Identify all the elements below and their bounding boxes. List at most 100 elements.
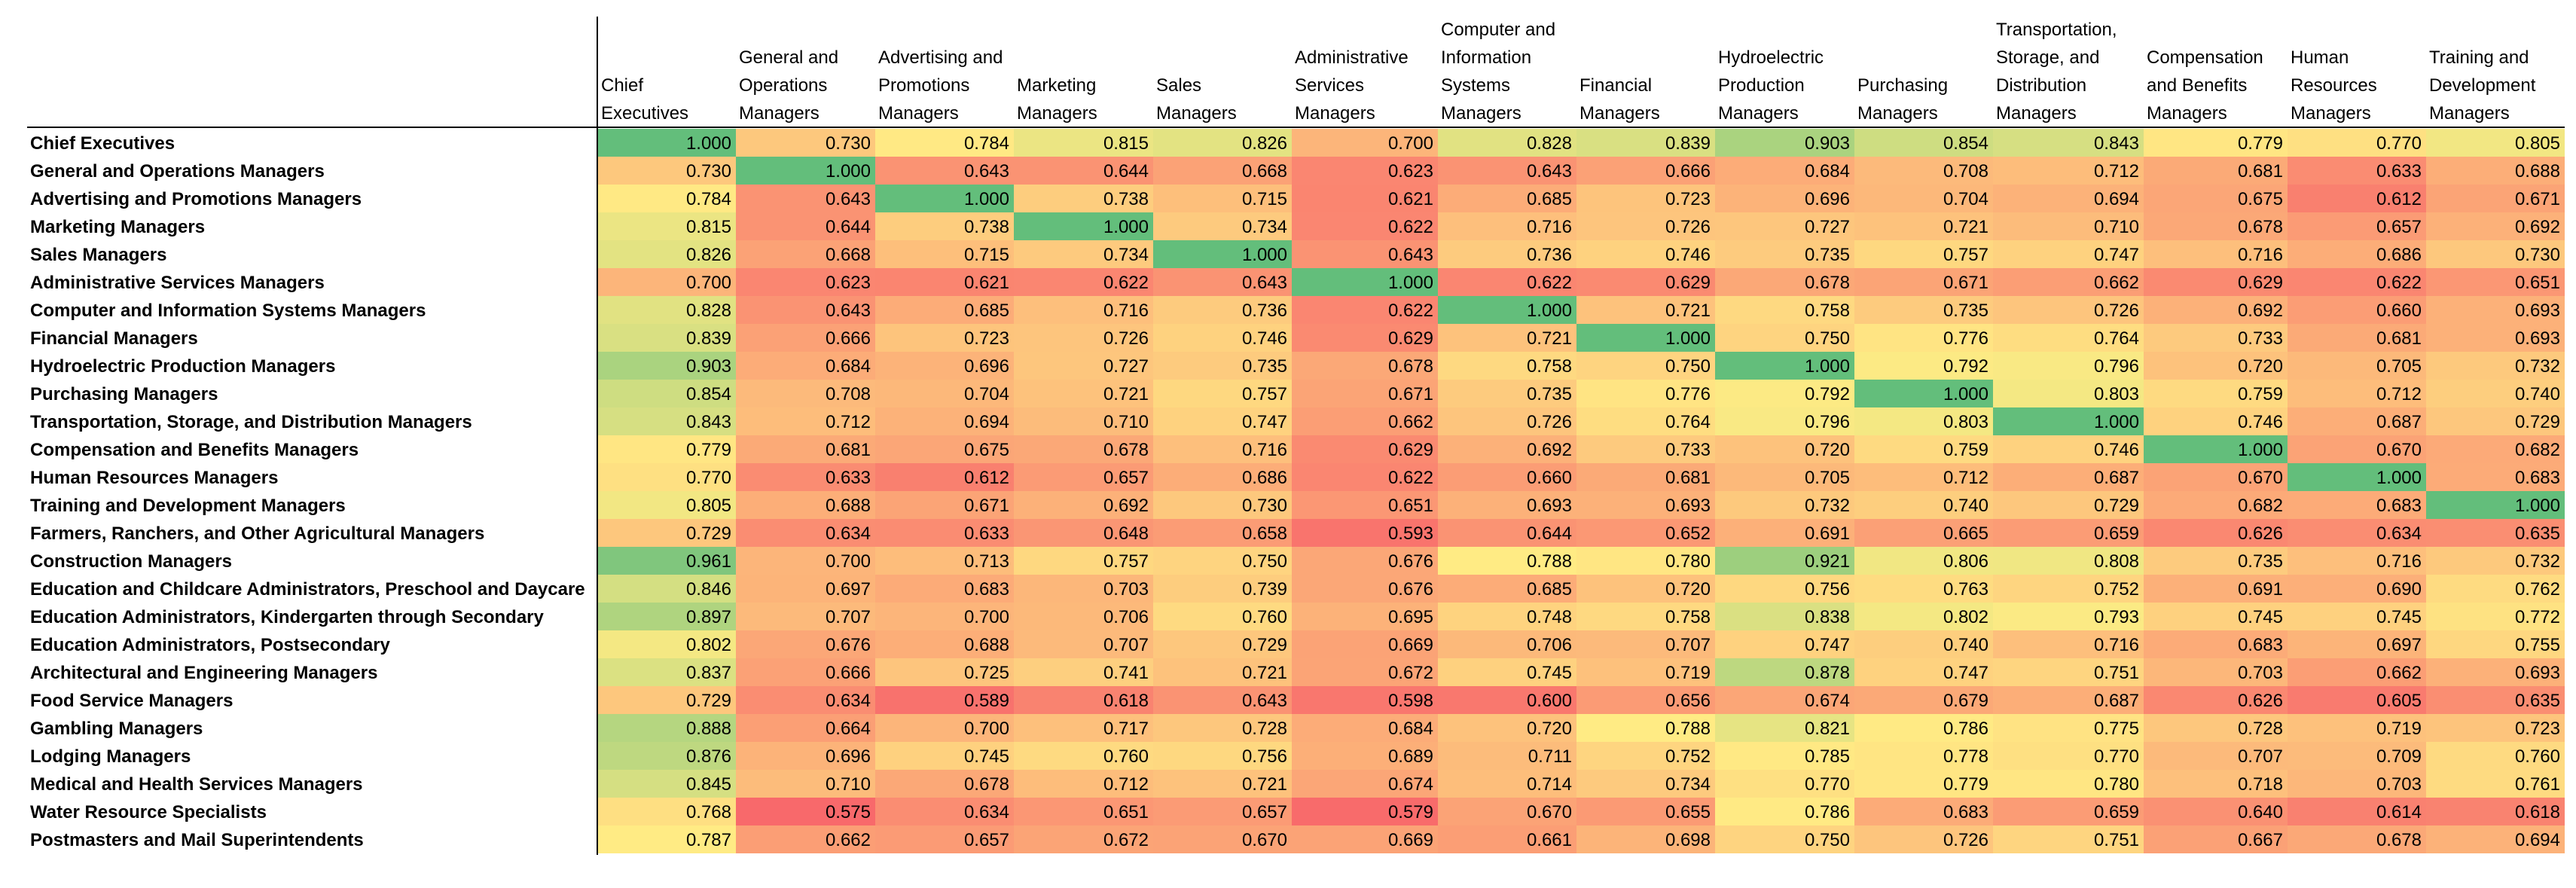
heatmap-cell — [1854, 324, 1993, 352]
heatmap-cell — [1993, 212, 2144, 240]
row-header: Water Resource Specialists — [30, 802, 267, 822]
column-header-line: Managers — [1441, 103, 1521, 124]
heatmap-cell — [1292, 435, 1438, 463]
column-header-line: Distribution — [1996, 75, 2086, 96]
heatmap-cell — [2144, 157, 2288, 185]
cell-value-label: 0.760 — [1242, 607, 1287, 627]
heatmap-cell — [1153, 407, 1292, 435]
cell-value-label: 0.787 — [686, 830, 731, 850]
heatmap-cell — [2426, 129, 2565, 157]
cell-value-label: 0.696 — [964, 356, 1009, 377]
column-header-line: Operations — [739, 75, 827, 96]
cell-value-label: 0.786 — [1943, 719, 1988, 739]
heatmap-cell — [1438, 519, 1576, 547]
cell-value-label: 0.687 — [2094, 468, 2139, 488]
cell-value-label: 0.672 — [1388, 663, 1433, 683]
cell-value-label: 0.633 — [826, 468, 871, 488]
cell-value-label: 0.716 — [1103, 301, 1149, 321]
cell-value-label: 0.655 — [1665, 802, 1711, 822]
heatmap-cell — [2426, 185, 2565, 212]
heatmap-cell — [598, 547, 736, 575]
cell-value-label: 0.678 — [1103, 440, 1149, 460]
cell-value-label: 0.772 — [2515, 607, 2560, 627]
heatmap-cell — [1292, 603, 1438, 630]
cell-value-label: 0.792 — [1943, 356, 1988, 377]
cell-value-label: 0.793 — [2094, 607, 2139, 627]
cell-value-label: 0.700 — [964, 607, 1009, 627]
heatmap-cell — [1014, 575, 1153, 603]
cell-value-label: 0.657 — [1242, 802, 1287, 822]
heatmap-cell — [1438, 324, 1576, 352]
row-header: Education Administrators, Postsecondary — [30, 635, 391, 655]
column-headers: Chief Executives General and Operations Mana… — [601, 20, 2536, 124]
heatmap-cell — [1438, 603, 1576, 630]
heatmap-cell — [2144, 240, 2288, 268]
cell-value-label: 0.622 — [1103, 273, 1149, 293]
heatmap-cell — [2288, 435, 2426, 463]
heatmap-cell — [736, 296, 875, 324]
heatmap-cell — [2288, 825, 2426, 853]
heatmap-cell — [1292, 686, 1438, 714]
cell-value-label: 0.756 — [1242, 746, 1287, 767]
cell-value-label: 0.688 — [964, 635, 1009, 655]
cell-value-label: 0.579 — [1388, 802, 1433, 822]
heatmap-cell — [598, 770, 736, 798]
cell-value-label: 0.747 — [1943, 663, 1988, 683]
cell-value-label: 0.763 — [1943, 579, 1988, 600]
cell-value-label: 0.748 — [1527, 607, 1572, 627]
cell-value-label: 0.675 — [964, 440, 1009, 460]
heatmap-cell — [1292, 630, 1438, 658]
heatmap-cell — [2144, 714, 2288, 742]
heatmap-cell — [2288, 575, 2426, 603]
cell-value-label: 0.690 — [2376, 579, 2422, 600]
cell-value-label: 0.760 — [2515, 746, 2560, 767]
heatmap-cell — [875, 547, 1014, 575]
heatmap-cell — [1014, 798, 1153, 825]
heatmap-cell — [2144, 519, 2288, 547]
cell-value-label: 0.903 — [1805, 133, 1850, 154]
heatmap-cell — [1153, 212, 1292, 240]
heatmap-cell — [598, 268, 736, 296]
column-header-line: Hydroelectric — [1718, 47, 1824, 68]
heatmap-cell — [2144, 380, 2288, 407]
heatmap-cell — [1438, 575, 1576, 603]
heatmap-cell — [1576, 324, 1715, 352]
heatmap-cell — [1153, 324, 1292, 352]
heatmap-cell — [1993, 798, 2144, 825]
heatmap-cell — [736, 157, 875, 185]
cell-value-label: 0.692 — [1527, 440, 1572, 460]
heatmap-cell — [2288, 212, 2426, 240]
heatmap-cell — [1014, 547, 1153, 575]
column-header-line: Managers — [1996, 103, 2077, 124]
cell-value-label: 0.746 — [2094, 440, 2139, 460]
heatmap-cell — [1292, 714, 1438, 742]
heatmap-cell — [1153, 129, 1292, 157]
heatmap-cell — [1854, 686, 1993, 714]
cell-value-label: 0.643 — [1388, 245, 1433, 265]
cell-value-label: 0.837 — [686, 663, 731, 683]
cell-value-label: 0.626 — [2238, 523, 2283, 544]
cell-value-label: 0.671 — [964, 496, 1009, 516]
cell-value-label: 0.676 — [1388, 551, 1433, 572]
heatmap-cell — [1153, 603, 1292, 630]
heatmap-cell — [736, 352, 875, 380]
cell-value-label: 0.683 — [2376, 496, 2422, 516]
heatmap-cell — [1715, 435, 1854, 463]
heatmap-cell — [1438, 491, 1576, 519]
column-header-line: Sales — [1156, 75, 1201, 96]
cell-value-label: 0.661 — [1527, 830, 1572, 850]
heatmap-cell — [1292, 296, 1438, 324]
heatmap-cell — [1438, 185, 1576, 212]
column-header-line: Promotions — [878, 75, 969, 96]
cell-value-label: 0.700 — [1388, 133, 1433, 154]
cell-value-label: 1.000 — [2094, 412, 2139, 432]
heatmap-cell — [1438, 212, 1576, 240]
column-header-line: Purchasing — [1857, 75, 1948, 96]
cell-value-label: 0.751 — [2094, 663, 2139, 683]
cell-value-label: 0.730 — [1242, 496, 1287, 516]
cell-value-label: 0.826 — [1242, 133, 1287, 154]
heatmap-cell — [1014, 129, 1153, 157]
cell-value-label: 0.707 — [1103, 635, 1149, 655]
heatmap-cell — [2288, 686, 2426, 714]
cell-value-label: 0.710 — [1103, 412, 1149, 432]
